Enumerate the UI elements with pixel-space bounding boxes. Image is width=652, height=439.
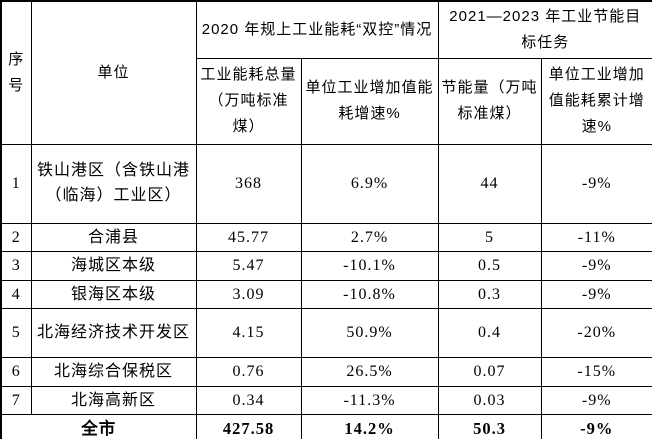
saving-value: 44	[437, 143, 542, 224]
energy-total-value: 0.76	[195, 357, 302, 387]
intensity-growth-value: 26.5%	[300, 357, 439, 387]
cumulative-growth-value: -9%	[540, 385, 652, 416]
energy-total-value: 45.77	[195, 222, 302, 253]
table-row: 2 合浦县 45.77 2.7% 5 -11%	[0, 222, 652, 253]
intensity-growth-value: 50.9%	[300, 308, 439, 359]
intensity-growth-value: -10.8%	[300, 279, 439, 310]
energy-total-value: 0.34	[195, 385, 302, 416]
row-index: 3	[0, 251, 32, 281]
cumulative-growth-value: -11%	[540, 222, 652, 253]
saving-value: 0.03	[437, 385, 542, 416]
col-header-index: 序号	[0, 0, 32, 145]
col-group-2020-dual-control: 2020 年规上工业能耗“双控”情况	[195, 0, 439, 59]
saving-value: 5	[437, 222, 542, 253]
col-header-saving: 节能量（万吨标准煤）	[437, 57, 542, 145]
saving-value: 0.07	[437, 357, 542, 387]
intensity-growth-value: 6.9%	[300, 143, 439, 224]
total-energy-total-value: 427.58	[195, 414, 302, 439]
unit-name: 北海高新区	[30, 385, 197, 416]
row-index: 4	[0, 279, 32, 310]
energy-total-value: 5.47	[195, 251, 302, 281]
intensity-growth-value: 2.7%	[300, 222, 439, 253]
unit-name: 北海经济技术开发区	[30, 308, 197, 359]
saving-value: 0.4	[437, 308, 542, 359]
table-row: 5 北海经济技术开发区 4.15 50.9% 0.4 -20%	[0, 308, 652, 359]
total-row: 全市 427.58 14.2% 50.3 -9%	[0, 414, 652, 439]
cumulative-growth-value: -9%	[540, 251, 652, 281]
intensity-growth-value: -10.1%	[300, 251, 439, 281]
energy-total-value: 3.09	[195, 279, 302, 310]
header-row-groups: 序号 单位 2020 年规上工业能耗“双控”情况 2021—2023 年工业节能…	[0, 0, 652, 145]
unit-name: 银海区本级	[30, 279, 197, 310]
header-row-subcolumns: 工业能耗总量（万吨标准煤） 单位工业增加值能耗增速% 节能量（万吨标准煤） 单位…	[1, 57, 652, 145]
total-intensity-growth-value: 14.2%	[300, 414, 439, 439]
col-group-2021-2023-targets: 2021—2023 年工业节能目标任务	[437, 0, 652, 59]
saving-value: 0.5	[437, 251, 542, 281]
table-row: 7 北海高新区 0.34 -11.3% 0.03 -9%	[0, 385, 652, 416]
cumulative-growth-value: -15%	[540, 357, 652, 387]
table-row: 3 海城区本级 5.47 -10.1% 0.5 -9%	[0, 251, 652, 281]
unit-name: 北海综合保税区	[30, 357, 197, 387]
total-cumulative-growth-value: -9%	[540, 414, 652, 439]
table-row: 6 北海综合保税区 0.76 26.5% 0.07 -15%	[0, 357, 652, 387]
total-label: 全市	[0, 414, 197, 439]
row-index: 7	[0, 385, 32, 416]
row-index: 1	[0, 143, 32, 224]
col-header-energy-total: 工业能耗总量（万吨标准煤）	[195, 57, 302, 145]
table-row: 4 银海区本级 3.09 -10.8% 0.3 -9%	[0, 279, 652, 310]
unit-name: 铁山港区（含铁山港（临海）工业区）	[30, 143, 197, 224]
row-index: 2	[0, 222, 32, 253]
cumulative-growth-value: -9%	[540, 279, 652, 310]
row-index: 5	[0, 308, 32, 359]
unit-name: 合浦县	[30, 222, 197, 253]
energy-total-value: 368	[195, 143, 302, 224]
total-saving-value: 50.3	[437, 414, 542, 439]
cumulative-growth-value: -9%	[540, 143, 652, 224]
intensity-growth-value: -11.3%	[300, 385, 439, 416]
col-header-cumulative-growth: 单位工业增加值能耗累计增速%	[540, 57, 652, 145]
energy-total-value: 4.15	[195, 308, 302, 359]
row-index: 6	[0, 357, 32, 387]
cumulative-growth-value: -20%	[540, 308, 652, 359]
col-header-intensity-growth: 单位工业增加值能耗增速%	[300, 57, 439, 145]
unit-name: 海城区本级	[30, 251, 197, 281]
table-row: 1 铁山港区（含铁山港（临海）工业区） 368 6.9% 44 -9%	[0, 143, 652, 224]
saving-value: 0.3	[437, 279, 542, 310]
col-header-unit: 单位	[30, 0, 197, 145]
